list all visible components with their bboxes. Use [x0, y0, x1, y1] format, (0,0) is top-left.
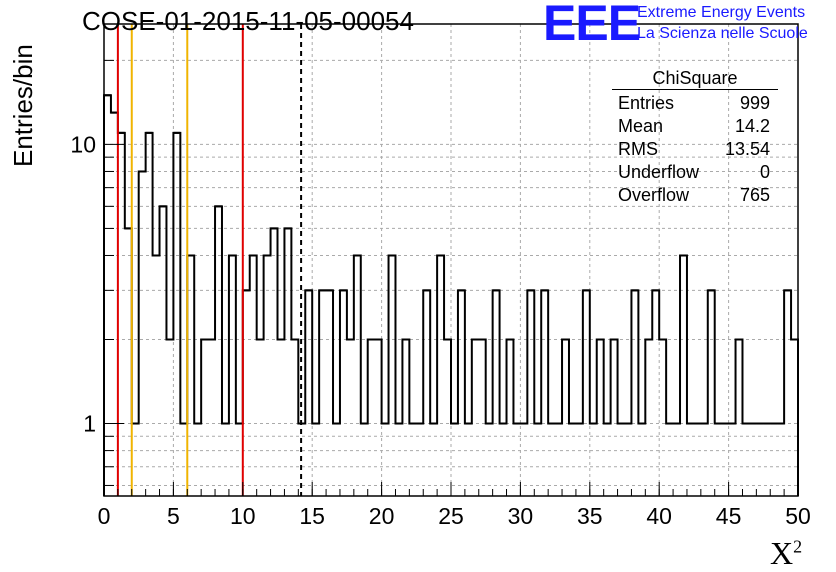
x-tick-label: 35 — [577, 503, 603, 529]
stats-value: 999 — [739, 93, 770, 113]
x-tick-label: 20 — [369, 503, 395, 529]
chart-title: COSE-01-2015-11-05-00054 — [82, 6, 414, 36]
stats-value: 13.54 — [724, 139, 770, 159]
x-tick-label: 25 — [438, 503, 464, 529]
x-tick-labels: 0 5 10 15 20 25 30 35 40 45 50 — [98, 503, 811, 529]
y-tick-label: 1 — [83, 411, 96, 437]
stats-value: 0 — [759, 162, 770, 182]
stats-row: Underflow 0 — [612, 161, 778, 184]
x-tick-label: 50 — [785, 503, 811, 529]
stats-label: Entries — [618, 93, 675, 113]
stats-row: Overflow 765 — [612, 184, 778, 207]
x-tick-label: 45 — [716, 503, 742, 529]
y-axis-label: Entries/bin — [8, 44, 38, 167]
x-tick-label: 0 — [98, 503, 111, 529]
x-tick-label: 15 — [299, 503, 325, 529]
eee-logo: EEE — [543, 0, 641, 51]
axis-ticks — [103, 59, 799, 496]
stats-row: RMS 13.54 — [612, 138, 778, 161]
stats-value: 765 — [739, 185, 770, 205]
stats-box: ChiSquare Entries 999 Mean 14.2 RMS 13.54 U… — [612, 68, 778, 207]
histogram-bars — [103, 94, 799, 496]
stats-value: 14.2 — [734, 116, 770, 136]
x-axis-label: X2 — [770, 535, 802, 572]
stats-label: RMS — [618, 139, 658, 159]
stats-label: Overflow — [618, 185, 690, 205]
stats-title: ChiSquare — [612, 68, 778, 90]
x-axis-label-main: X — [770, 535, 794, 571]
stats-label: Underflow — [618, 162, 700, 182]
stats-row: Mean 14.2 — [612, 115, 778, 138]
stats-row: Entries 999 — [612, 92, 778, 115]
y-tick-label: 10 — [70, 131, 96, 157]
x-tick-label: 30 — [508, 503, 534, 529]
x-tick-label: 40 — [646, 503, 672, 529]
marker-lines — [116, 24, 303, 496]
logo-line-1: Extreme Energy Events — [637, 4, 806, 21]
histogram-outline — [103, 94, 799, 496]
y-tick-labels: 1 10 — [70, 131, 96, 436]
logo-line-2: La Scienza nelle Scuole — [637, 25, 808, 42]
x-tick-label: 5 — [167, 503, 180, 529]
stats-label: Mean — [618, 116, 664, 136]
x-axis-label-sup: 2 — [793, 536, 803, 557]
x-tick-label: 10 — [230, 503, 256, 529]
